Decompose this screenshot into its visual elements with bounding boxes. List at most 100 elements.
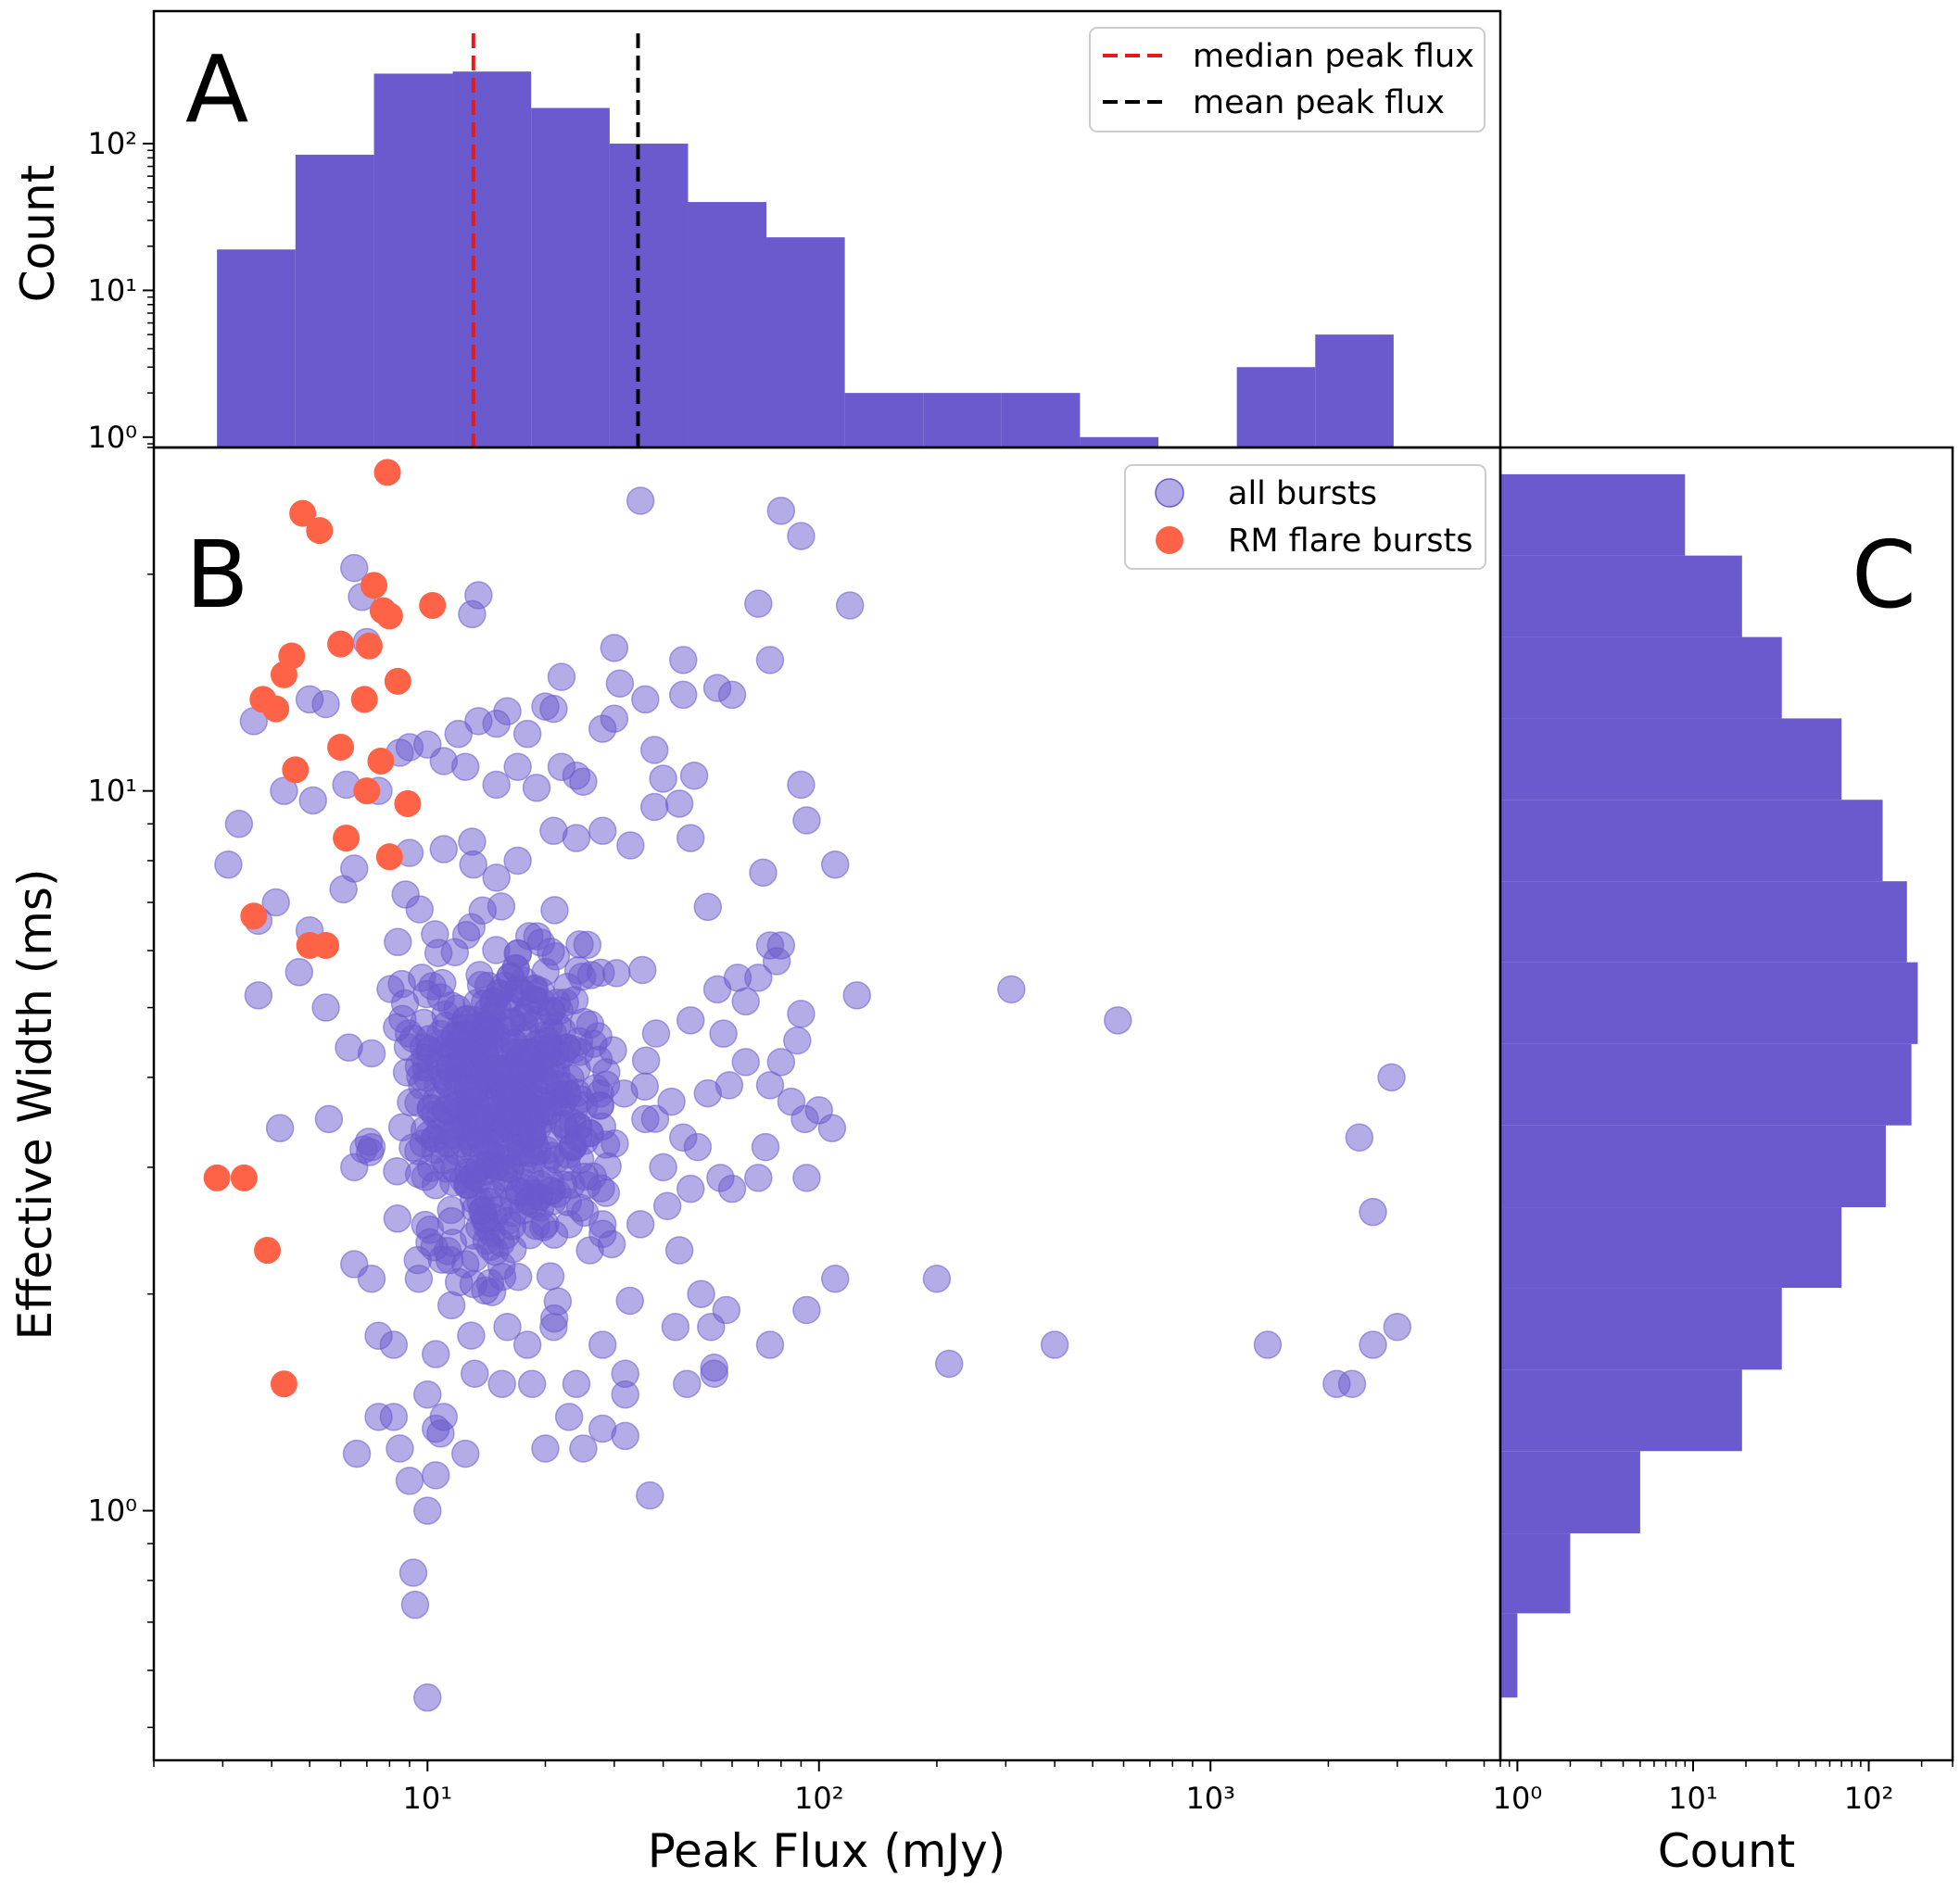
hist-c-bar-1 xyxy=(1500,1533,1571,1614)
burst-point-cloud xyxy=(388,1004,417,1034)
burst-point-130 xyxy=(554,1403,584,1431)
flare-point-1 xyxy=(289,499,317,527)
hist-a-bar-13 xyxy=(1315,334,1394,447)
burst-point-115 xyxy=(1040,1330,1069,1359)
burst-point-cloud xyxy=(591,1178,621,1207)
burst-point-cloud xyxy=(615,1286,644,1316)
burst-point-148 xyxy=(400,1590,430,1619)
burst-point-cloud xyxy=(391,880,420,909)
burst-point-136 xyxy=(342,1439,372,1468)
burst-point-145 xyxy=(636,1480,664,1510)
hist-c-bar-14 xyxy=(1500,473,1686,556)
burst-point-95 xyxy=(1377,1063,1406,1092)
burst-point-cloud xyxy=(471,1060,500,1089)
burst-point-cloud xyxy=(522,1211,550,1241)
burst-point-178 xyxy=(744,964,773,992)
burst-point-13 xyxy=(755,646,785,674)
burst-point-44 xyxy=(569,767,598,796)
b-x-tick-label: 10³ xyxy=(1185,1781,1235,1816)
burst-point-cloud xyxy=(449,1021,478,1050)
burst-point-40 xyxy=(649,764,677,793)
burst-point-cloud xyxy=(474,1187,503,1216)
burst-point-cloud xyxy=(415,1228,444,1257)
burst-point-57 xyxy=(429,835,459,863)
burst-point-170 xyxy=(731,1048,760,1077)
flare-point-7 xyxy=(327,630,355,658)
burst-point-cloud xyxy=(349,1135,378,1165)
flare-point-28 xyxy=(270,1370,297,1398)
c-x-tick-label: 10⁰ xyxy=(1493,1781,1543,1816)
burst-point-10 xyxy=(600,634,629,662)
burst-point-7 xyxy=(744,589,773,618)
burst-point-cloud xyxy=(445,1052,474,1080)
burst-point-2 xyxy=(787,522,816,550)
burst-point-142 xyxy=(611,1421,639,1451)
legend-a-box xyxy=(1089,27,1486,132)
burst-point-112 xyxy=(820,1264,850,1293)
hist-c-bar-3 xyxy=(1500,1369,1742,1452)
burst-point-110 xyxy=(755,1330,785,1359)
burst-point-cloud xyxy=(383,1204,412,1233)
burst-point-cloud xyxy=(444,1267,474,1297)
burst-point-1 xyxy=(766,497,796,525)
burst-point-cloud xyxy=(514,922,544,951)
burst-point-43 xyxy=(522,774,551,802)
burst-point-90 xyxy=(792,1164,821,1192)
flare-point-4 xyxy=(419,591,447,619)
burst-point-42 xyxy=(482,770,511,800)
burst-point-70 xyxy=(749,858,778,888)
burst-point-33 xyxy=(395,733,424,762)
burst-point-119 xyxy=(1359,1330,1387,1359)
flare-point-10 xyxy=(270,661,297,688)
burst-point-cloud xyxy=(410,1115,439,1144)
burst-point-62 xyxy=(588,816,617,846)
burst-point-18 xyxy=(631,685,660,714)
burst-point-55 xyxy=(340,854,369,883)
burst-point-141 xyxy=(569,1434,598,1463)
flare-point-27 xyxy=(254,1237,282,1265)
burst-point-85 xyxy=(265,1114,295,1142)
legend-all-bursts-swatch xyxy=(1155,478,1184,508)
burst-point-175 xyxy=(787,1000,816,1028)
burst-point-45 xyxy=(270,776,298,805)
b-y-tick-label: 10¹ xyxy=(87,774,137,809)
hist-c-bar-10 xyxy=(1500,800,1883,882)
burst-point-76 xyxy=(244,981,273,1010)
burst-point-cloud xyxy=(570,1198,600,1228)
flare-point-18 xyxy=(353,777,381,805)
flare-point-16 xyxy=(367,748,395,775)
flare-point-22 xyxy=(240,902,268,930)
burst-point-cloud xyxy=(493,1206,522,1236)
burst-point-174 xyxy=(676,1006,705,1035)
burst-point-153 xyxy=(664,1236,694,1265)
burst-point-cloud xyxy=(559,1131,588,1161)
burst-point-cloud xyxy=(518,1144,548,1174)
flare-point-21 xyxy=(375,843,403,871)
panel-b: 10¹ 10² 10³ 10⁰ 10¹ B Peak Flux (mJy) Effec… xyxy=(8,446,1502,1878)
hist-c-bar-0 xyxy=(1500,1613,1518,1698)
hist-a-bar-12 xyxy=(1236,367,1316,447)
hist-a-bar-7 xyxy=(766,237,845,447)
panel-a: 10⁰ 10¹ 10² A Count median peak flux mean … xyxy=(11,9,1502,455)
burst-point-152 xyxy=(421,1414,450,1443)
flare-point-14 xyxy=(350,686,378,713)
burst-point-cloud xyxy=(503,1262,533,1292)
burst-point-59 xyxy=(503,846,532,876)
hist-c-bar-2 xyxy=(1500,1451,1640,1534)
hist-c-bar-7 xyxy=(1500,1043,1912,1126)
hist-a-bar-6 xyxy=(688,202,767,447)
flare-point-0 xyxy=(373,459,401,486)
burst-point-107 xyxy=(673,1369,702,1399)
burst-point-cloud xyxy=(567,963,597,991)
burst-point-22 xyxy=(444,719,473,749)
hist-a-bar-9 xyxy=(923,393,1002,447)
burst-point-cloud xyxy=(357,1039,386,1068)
hist-a-bar-3 xyxy=(452,71,532,447)
burst-point-11 xyxy=(547,662,576,691)
burst-point-cloud xyxy=(627,955,657,985)
burst-point-50 xyxy=(214,850,243,879)
hist-a-bar-8 xyxy=(844,393,924,447)
hist-c-bar-5 xyxy=(1500,1207,1842,1289)
legend-b: all bursts RM flare bursts xyxy=(1124,464,1486,570)
burst-point-135 xyxy=(379,1403,409,1431)
